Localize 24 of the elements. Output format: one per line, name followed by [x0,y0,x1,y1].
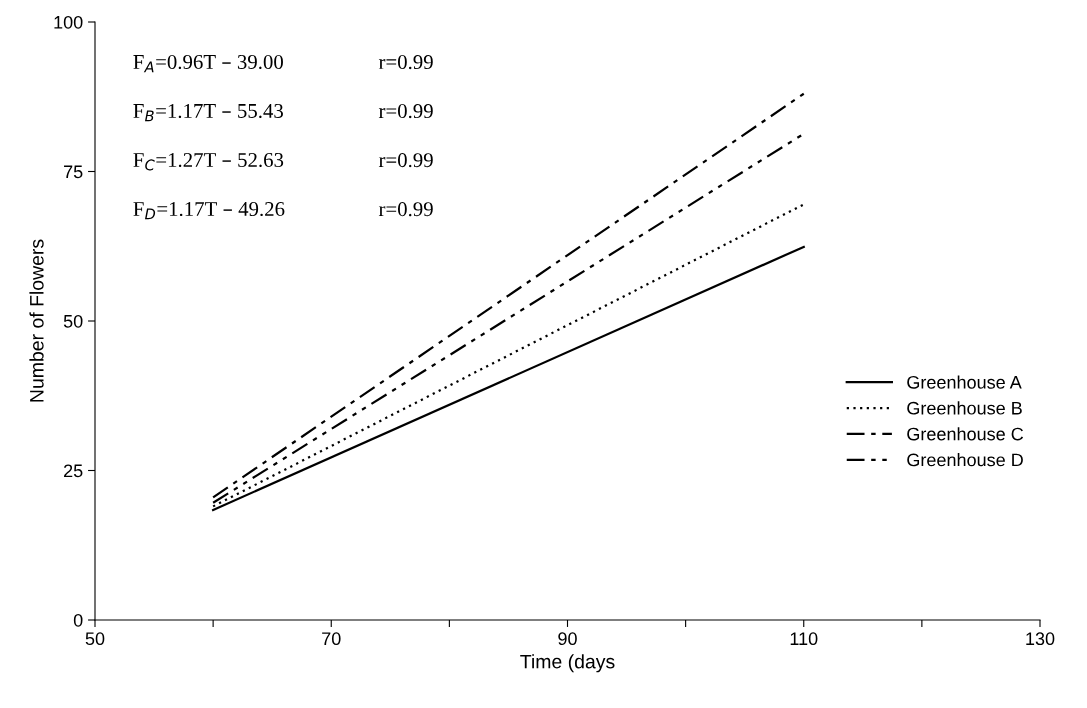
x-tick-label: 90 [558,632,577,646]
y-tick-label: 0 [73,613,83,627]
legend-label: Greenhouse A [907,375,1022,389]
x-axis-title: Time (days [520,654,615,673]
annotation: F$_{B}$=1.17T – 55.43 [133,103,283,122]
annotation: F$_{A}$=0.96T – 39.00 [133,54,283,73]
annotation: F$_{C}$=1.27T – 52.63 [133,152,284,171]
annotation: r=0.99 [378,55,433,70]
y-axis-title: Number of Flowers [29,239,44,402]
annotation: r=0.99 [378,104,433,119]
y-tick-label: 50 [63,314,83,328]
annotation: r=0.99 [378,153,433,168]
x-tick-label: 130 [1026,632,1055,646]
y-tick-label: 100 [54,15,83,29]
legend-label: Greenhouse B [907,401,1022,415]
legend-label: Greenhouse C [907,427,1024,441]
x-tick-label: 50 [85,632,105,646]
x-tick-label: 70 [322,632,341,646]
y-tick-label: 75 [64,165,83,179]
x-tick-label: 110 [790,632,818,646]
annotation: F$_{D}$=1.17T – 49.26 [133,202,285,220]
annotation: r=0.99 [378,202,433,217]
legend-label: Greenhouse D [907,453,1023,467]
y-tick-label: 25 [64,464,83,478]
